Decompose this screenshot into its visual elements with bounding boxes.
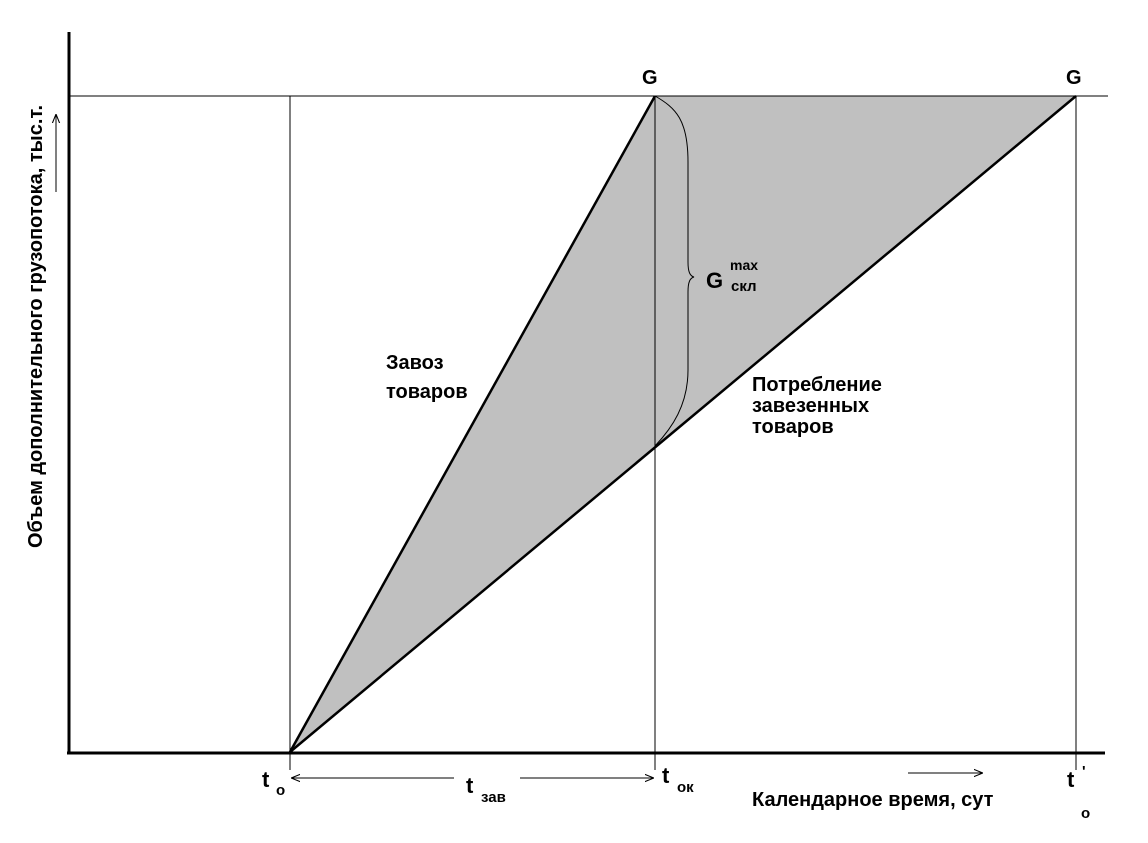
gmax-sup: max [730, 257, 758, 273]
delivery-label-line1: Завоз [386, 352, 444, 374]
t0-label: t [262, 767, 270, 792]
tzav-sub: зав [481, 789, 506, 806]
delivery-label-line2: товаров [386, 381, 468, 403]
gmax-sub: скл [731, 278, 757, 295]
x-axis-label: Календарное время, сут [752, 789, 994, 811]
delivery-line [288, 95, 657, 753]
gmax-brace [654, 95, 695, 447]
shaded-storage-region [290, 96, 1076, 752]
tzav-label: t [466, 773, 474, 798]
consumption-line [289, 95, 1077, 753]
tok-sub: ок [677, 779, 694, 796]
t0-prime-sup: ' [1082, 763, 1086, 780]
consumption-label-line2: завезенных [752, 395, 869, 417]
t0-sub: о [276, 782, 285, 799]
g-peak-label-2: G [1066, 67, 1082, 89]
gmax-label: G [706, 268, 723, 293]
g-peak-label-1: G [642, 67, 658, 89]
y-axis-label: Объем дополнительного грузопотока, тыс.т… [25, 105, 47, 548]
tok-label: t [662, 763, 670, 788]
t0-prime-sub: о [1081, 805, 1090, 822]
consumption-label-line3: товаров [752, 416, 834, 438]
t0-prime-label: t [1067, 767, 1075, 792]
consumption-label-line1: Потребление [752, 374, 882, 396]
